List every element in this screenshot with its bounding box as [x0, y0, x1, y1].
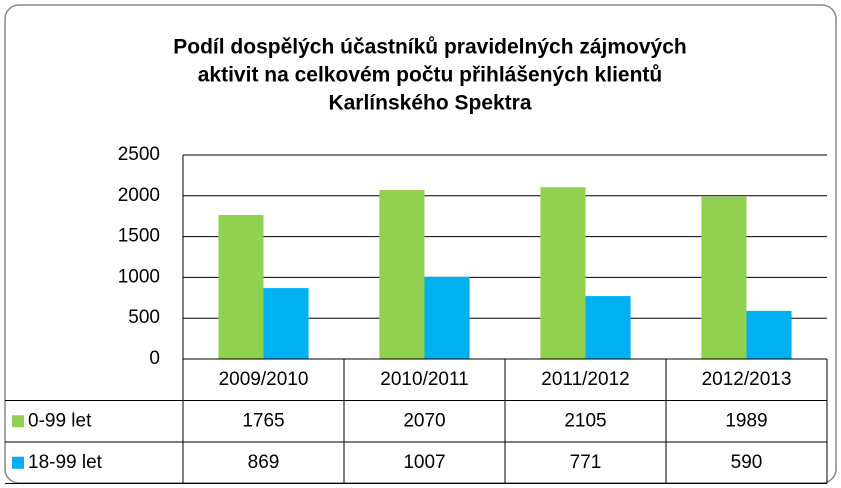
- y-tick-label: 1500: [118, 226, 160, 247]
- legend-label: 0-99 let: [28, 410, 92, 431]
- table-value: 590: [731, 452, 763, 473]
- bar: [379, 190, 425, 359]
- chart-title: aktivit na celkovém počtu přihlášených k…: [198, 64, 662, 87]
- bar: [746, 310, 792, 359]
- bar: [701, 196, 747, 359]
- chart-title: Podíl dospělých účastníků pravidelných z…: [173, 36, 687, 59]
- legend-label: 18-99 let: [28, 452, 103, 473]
- y-tick-label: 2500: [118, 144, 160, 165]
- x-tick-label: 2011/2012: [541, 369, 629, 390]
- chart-title: Karlínského Spektra: [328, 92, 531, 115]
- bar: [424, 276, 470, 359]
- y-tick-label: 2000: [118, 185, 160, 206]
- y-tick-label: 0: [149, 348, 160, 369]
- legend-key: [12, 456, 24, 469]
- bar: [540, 187, 586, 359]
- x-tick-label: 2009/2010: [219, 369, 309, 390]
- y-tick-label: 1000: [118, 266, 160, 287]
- x-tick-label: 2012/2013: [702, 369, 792, 390]
- table-value: 869: [248, 452, 280, 473]
- table-value: 2105: [564, 410, 606, 431]
- bar: [218, 214, 264, 359]
- table-value: 2070: [403, 410, 445, 431]
- bar: [263, 288, 309, 359]
- table-value: 771: [570, 452, 602, 473]
- table-value: 1765: [242, 410, 284, 431]
- bar: [585, 296, 631, 359]
- table-value: 1989: [725, 410, 767, 431]
- table-value: 1007: [403, 452, 445, 473]
- y-tick-label: 500: [128, 307, 160, 328]
- x-tick-label: 2010/2011: [380, 369, 468, 390]
- legend-key: [12, 415, 24, 428]
